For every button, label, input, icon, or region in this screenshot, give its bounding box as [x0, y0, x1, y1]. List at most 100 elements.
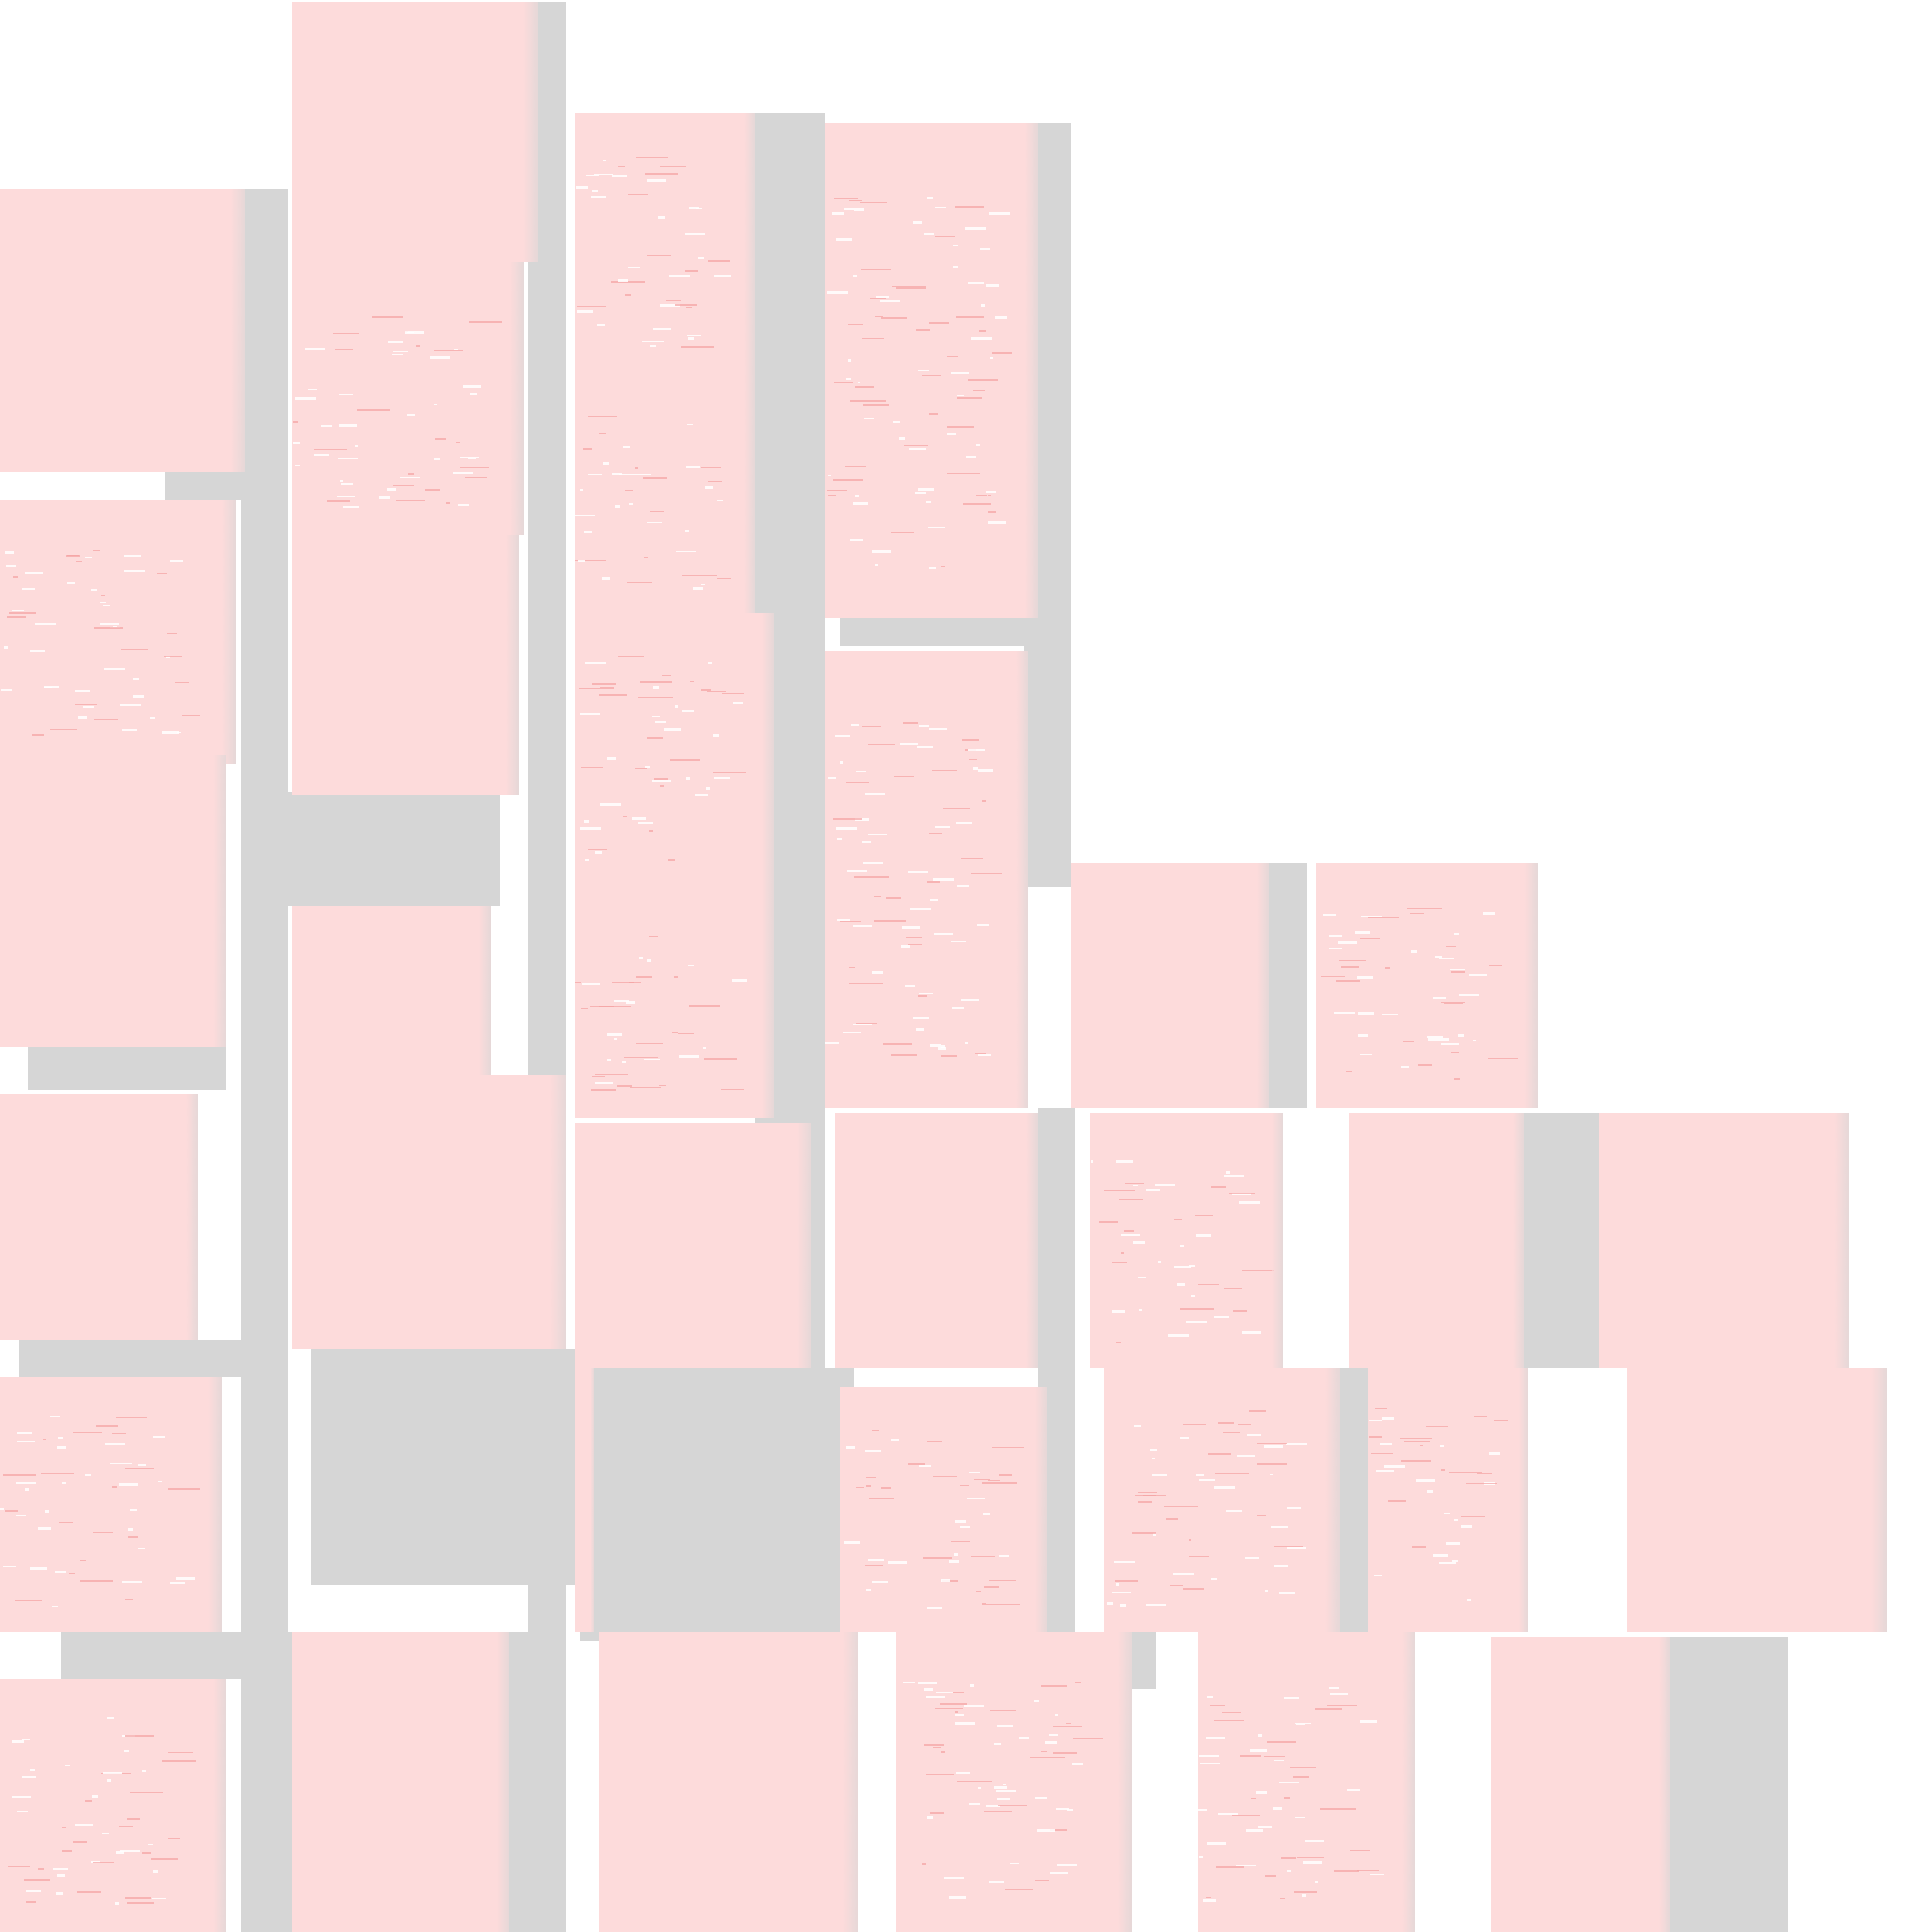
- texture-mark: [588, 849, 607, 850]
- texture-mark: [891, 1054, 917, 1056]
- texture-speck: [588, 474, 602, 475]
- tile-edge-fringe: [506, 535, 519, 795]
- texture-speck: [840, 761, 843, 764]
- texture-speck: [1323, 914, 1336, 916]
- texture-speck: [708, 662, 712, 664]
- texture-speck: [632, 817, 646, 820]
- texture-speck: [1461, 1525, 1472, 1528]
- texture-speck: [863, 862, 883, 864]
- texture-mark: [1183, 1424, 1206, 1425]
- texture-mark: [101, 595, 105, 596]
- mosaic-tile: [575, 613, 774, 896]
- texture-mark: [1357, 1870, 1379, 1871]
- texture-speck: [1146, 1604, 1166, 1606]
- mosaic-tile: [896, 1632, 1132, 1932]
- texture-mark: [1073, 1738, 1103, 1739]
- texture-speck: [999, 1555, 1009, 1557]
- texture-speck: [321, 425, 332, 427]
- texture-speck: [1287, 1870, 1291, 1872]
- texture-mark: [1441, 1469, 1445, 1471]
- texture-speck: [1056, 1808, 1069, 1810]
- texture-mark: [93, 1532, 113, 1533]
- texture-mark: [1208, 1453, 1231, 1455]
- texture-speck: [837, 838, 842, 840]
- texture-speck: [696, 208, 702, 209]
- texture-mark: [951, 1541, 970, 1542]
- texture-speck: [600, 803, 621, 806]
- texture-speck: [687, 335, 701, 336]
- texture-mark: [989, 1580, 1016, 1581]
- texture-speck: [989, 1881, 1004, 1883]
- texture-mark: [1265, 1875, 1276, 1877]
- texture-speck: [995, 316, 1007, 319]
- texture-speck: [576, 186, 588, 189]
- texture-mark: [119, 1826, 133, 1827]
- texture-speck: [1338, 941, 1357, 944]
- texture-mark: [69, 1573, 75, 1574]
- texture-speck: [964, 1705, 984, 1707]
- texture-speck: [170, 560, 183, 562]
- texture-speck: [956, 1772, 970, 1774]
- texture-speck: [148, 1844, 153, 1845]
- texture-mark: [592, 683, 616, 685]
- texture-mark: [918, 995, 927, 997]
- texture-mark: [957, 397, 982, 399]
- texture-speck: [927, 1816, 933, 1819]
- texture-speck: [107, 1717, 114, 1719]
- texture-speck: [956, 822, 972, 824]
- texture-speck: [25, 572, 43, 574]
- texture-mark: [314, 449, 347, 450]
- gutter-band: [288, 792, 500, 906]
- texture-mark: [456, 442, 460, 443]
- texture-speck: [1112, 1592, 1131, 1593]
- texture-mark: [1297, 1857, 1324, 1858]
- texture-speck: [580, 827, 601, 830]
- texture-speck: [872, 550, 891, 553]
- texture-speck: [685, 233, 705, 235]
- texture-speck: [104, 668, 125, 670]
- texture-mark: [644, 557, 648, 558]
- texture-speck: [337, 496, 355, 497]
- mosaic-tile: [575, 377, 755, 613]
- mosaic-tile: [835, 1113, 1038, 1368]
- texture-speck: [957, 885, 969, 887]
- texture-speck: [924, 233, 934, 235]
- texture-mark: [649, 936, 658, 937]
- texture-speck: [150, 717, 155, 719]
- texture-mark: [76, 561, 82, 562]
- texture-mark: [1211, 1186, 1226, 1188]
- texture-speck: [308, 389, 317, 390]
- texture-mark: [908, 1463, 925, 1465]
- texture-mark: [713, 772, 746, 773]
- texture-mark: [1280, 1898, 1285, 1899]
- texture-mark: [1180, 1308, 1214, 1310]
- texture-mark: [1264, 1756, 1285, 1757]
- texture-mark: [43, 1439, 46, 1440]
- mosaic-tile: [599, 1632, 858, 1932]
- texture-mark: [659, 1085, 666, 1086]
- texture-speck: [1067, 1809, 1073, 1811]
- texture-speck: [25, 1488, 29, 1491]
- texture-speck: [103, 605, 110, 606]
- texture-mark: [1360, 938, 1380, 939]
- texture-mark: [581, 1008, 588, 1009]
- texture-mark: [1189, 1539, 1191, 1541]
- texture-speck: [1250, 1749, 1267, 1752]
- texture-mark: [1451, 971, 1465, 973]
- texture-mark: [670, 759, 700, 761]
- texture-speck: [584, 820, 589, 823]
- texture-speck: [1427, 1036, 1443, 1038]
- texture-speck: [1440, 1445, 1444, 1447]
- texture-mark: [866, 1477, 876, 1478]
- texture-mark: [982, 1603, 986, 1605]
- texture-speck: [5, 551, 14, 554]
- texture-speck: [1003, 1784, 1006, 1785]
- texture-mark: [618, 656, 644, 657]
- texture-speck: [926, 501, 931, 503]
- texture-speck: [1358, 1034, 1368, 1037]
- texture-mark: [906, 937, 922, 938]
- texture-speck: [592, 190, 598, 192]
- texture-mark: [969, 759, 977, 760]
- texture-mark: [15, 1600, 42, 1601]
- texture-mark: [1189, 1556, 1209, 1557]
